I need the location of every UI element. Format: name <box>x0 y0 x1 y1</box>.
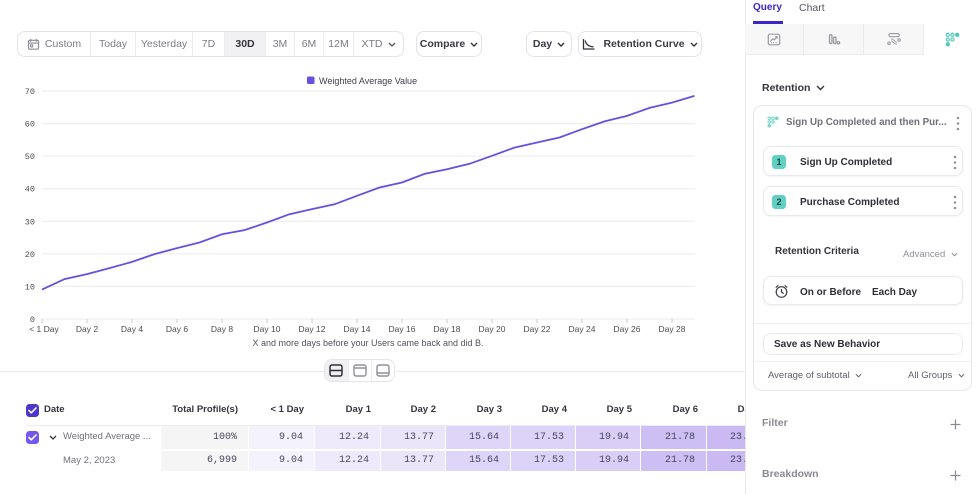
svg-text:10: 10 <box>25 282 35 292</box>
svg-text:20: 20 <box>25 250 35 260</box>
svg-text:Day 22: Day 22 <box>524 324 551 334</box>
svg-text:Day 14: Day 14 <box>344 324 371 334</box>
svg-text:Day 26: Day 26 <box>614 324 641 334</box>
svg-text:X and more days before your Us: X and more days before your Users came b… <box>252 338 483 348</box>
svg-text:40: 40 <box>25 185 35 195</box>
svg-text:Day 8: Day 8 <box>211 324 233 334</box>
svg-text:Day 24: Day 24 <box>569 324 596 334</box>
svg-text:Weighted Average Value: Weighted Average Value <box>319 76 417 86</box>
svg-text:30: 30 <box>25 217 35 227</box>
svg-text:< 1 Day: < 1 Day <box>29 324 59 334</box>
svg-text:70: 70 <box>25 87 35 97</box>
svg-text:Day 6: Day 6 <box>166 324 188 334</box>
svg-text:Day 28: Day 28 <box>659 324 686 334</box>
svg-text:Day 20: Day 20 <box>479 324 506 334</box>
svg-text:60: 60 <box>25 120 35 130</box>
svg-text:Day 4: Day 4 <box>121 324 143 334</box>
svg-text:Day 12: Day 12 <box>299 324 326 334</box>
svg-text:Day 18: Day 18 <box>434 324 461 334</box>
svg-text:Day 2: Day 2 <box>76 324 98 334</box>
svg-text:Day 16: Day 16 <box>389 324 416 334</box>
svg-text:Day 10: Day 10 <box>254 324 281 334</box>
svg-text:0: 0 <box>30 315 35 325</box>
svg-text:50: 50 <box>25 152 35 162</box>
